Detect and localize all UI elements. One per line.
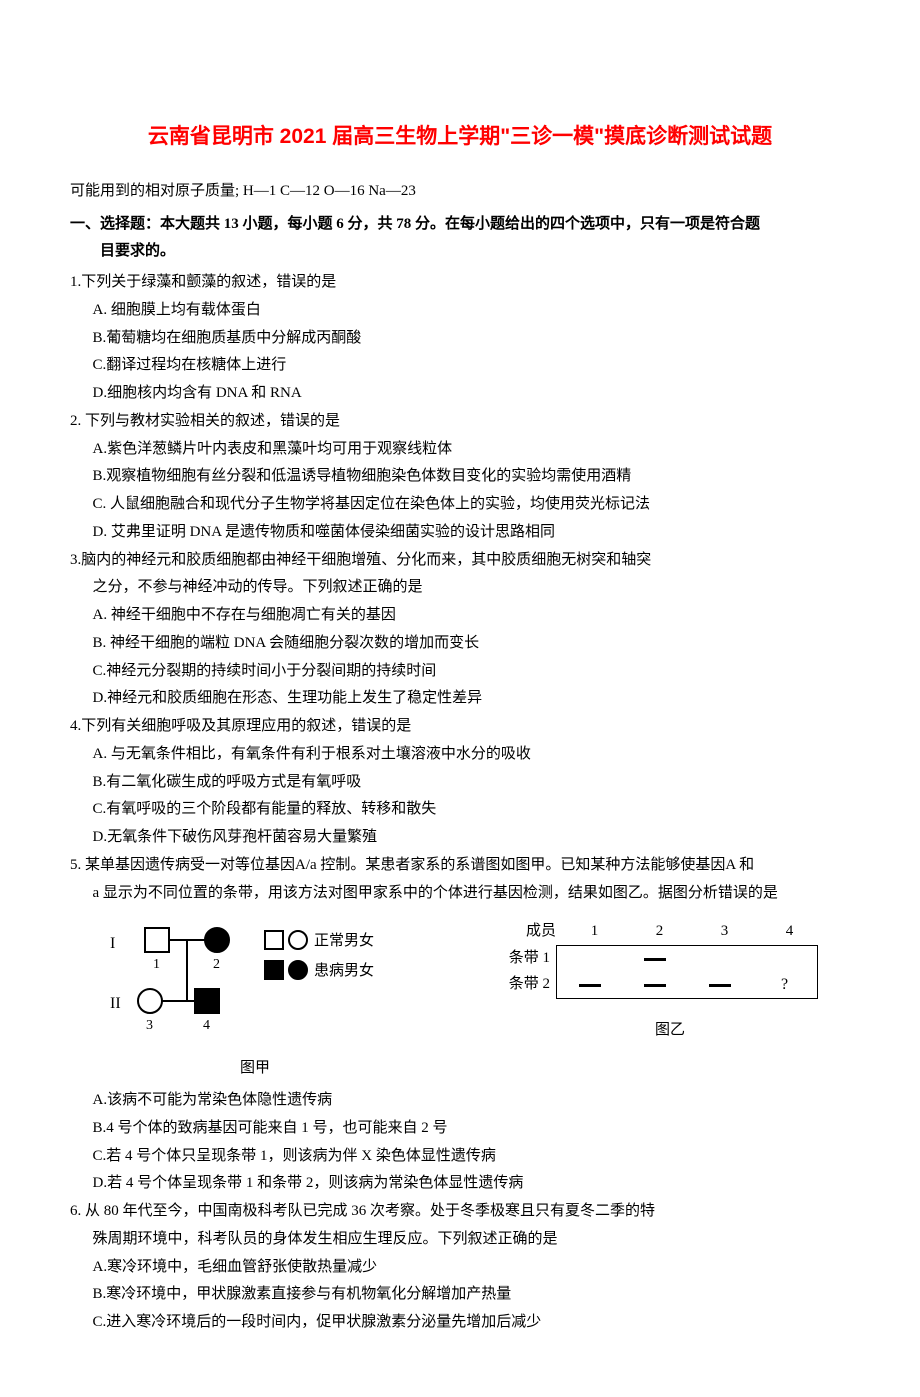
q1-stem: 1.下列关于绿藻和颤藻的叙述，错误的是 [70,269,850,297]
q3-stem1: 3.脑内的神经元和胶质细胞都由神经干细胞增殖、分化而来，其中胶质细胞无树突和轴突 [70,547,850,575]
q3-opt-c: C.神经元分裂期的持续时间小于分裂间期的持续时间 [70,658,850,686]
q6-stem2: 殊周期环境中，科考队员的身体发生相应生理反应。下列叙述正确的是 [70,1226,850,1254]
q5-opt-a: A.该病不可能为常染色体隐性遗传病 [70,1087,850,1115]
q5-opt-d: D.若 4 号个体呈现条带 1 和条带 2，则该病为常染色体显性遗传病 [70,1170,850,1198]
band-cell [557,946,622,972]
band-cell [752,946,817,972]
legend-circle-normal-icon [289,931,307,949]
exam-page: 云南省昆明市 2021 届高三生物上学期"三诊一模"摸底诊断测试试题 可能用到的… [0,0,920,1397]
section-1-heading: 一、选择题：本大题共 13 小题，每小题 6 分，共 78 分。在每小题给出的四… [70,211,850,265]
q5-opt-b: B.4 号个体的致病基因可能来自 1 号，也可能来自 2 号 [70,1115,850,1143]
band-cell: ? [752,972,817,998]
q2-opt-b: B.观察植物细胞有丝分裂和低温诱导植物细胞染色体数目变化的实验均需使用酒精 [70,463,850,491]
band-cell [557,972,622,998]
person-4-icon [195,989,219,1013]
band-col-1: 1 [562,918,627,946]
q4-stem: 4.下列有关细胞呼吸及其原理应用的叙述，错误的是 [70,713,850,741]
band-dash-icon [644,984,666,987]
person-2-label: 2 [213,957,220,972]
q3-opt-a: A. 神经干细胞中不存在与细胞凋亡有关的基因 [70,602,850,630]
legend-normal-label: 正常男女 [314,931,374,949]
q1-opt-b: B.葡萄糖均在细胞质基质中分解成丙酮酸 [70,325,850,353]
person-1-icon [145,928,169,952]
question-3: 3.脑内的神经元和胶质细胞都由神经干细胞增殖、分化而来，其中胶质细胞无树突和轴突… [70,547,850,714]
band-col-4: 4 [757,918,822,946]
band-row2-label: 条带 2 [500,971,556,997]
q2-opt-a: A.紫色洋葱鳞片叶内表皮和黑藻叶均可用于观察线粒体 [70,436,850,464]
legend-circle-affected-icon [289,961,307,979]
band-row-labels: 条带 1 条带 2 [500,945,556,999]
gen-label-1: I [110,935,115,952]
q5-stem2: a 显示为不同位置的条带，用该方法对图甲家系中的个体进行基因检测，结果如图乙。据… [70,880,850,908]
q6-stem1: 6. 从 80 年代至今，中国南极科考队已完成 36 次考察。处于冬季极寒且只有… [70,1198,850,1226]
pedigree-caption: 图甲 [100,1055,410,1083]
gen-label-2: II [110,995,121,1012]
band-row1-label: 条带 1 [500,945,556,971]
question-4: 4.下列有关细胞呼吸及其原理应用的叙述，错误的是 A. 与无氧条件相比，有氧条件… [70,713,850,852]
q6-opt-a: A.寒冷环境中，毛细血管舒张使散热量减少 [70,1254,850,1282]
page-title: 云南省昆明市 2021 届高三生物上学期"三诊一模"摸底诊断测试试题 [70,120,850,150]
person-2-icon [205,928,229,952]
band-col-2: 2 [627,918,692,946]
q1-opt-d: D.细胞核内均含有 DNA 和 RNA [70,380,850,408]
band-col-3: 3 [692,918,757,946]
band-header-label: 成员 [500,918,562,946]
band-header-row: 成员 1 2 3 4 [500,919,840,945]
legend-square-affected-icon [265,961,283,979]
question-1: 1.下列关于绿藻和颤藻的叙述，错误的是 A. 细胞膜上均有载体蛋白 B.葡萄糖均… [70,269,850,408]
band-caption: 图乙 [500,1017,840,1045]
q4-opt-d: D.无氧条件下破伤风芽孢杆菌容易大量繁殖 [70,824,850,852]
q2-opt-d: D. 艾弗里证明 DNA 是遗传物质和噬菌体侵染细菌实验的设计思路相同 [70,519,850,547]
q4-opt-b: B.有二氧化碳生成的呼吸方式是有氧呼吸 [70,769,850,797]
band-body: 条带 1 条带 2 ? [500,945,840,999]
section-1-line2: 目要求的。 [70,238,850,265]
atomic-mass-note: 可能用到的相对原子质量; H—1 C—12 O—16 Na—23 [70,178,850,205]
person-3-label: 3 [146,1018,153,1033]
q5-figures: I 1 2 II 3 [70,907,850,1087]
question-2: 2. 下列与教材实验相关的叙述，错误的是 A.紫色洋葱鳞片叶内表皮和黑藻叶均可用… [70,408,850,547]
q2-opt-c: C. 人鼠细胞融合和现代分子生物学将基因定位在染色体上的实验，均使用荧光标记法 [70,491,850,519]
legend-square-normal-icon [265,931,283,949]
q4-opt-c: C.有氧呼吸的三个阶段都有能量的释放、转移和散失 [70,796,850,824]
pedigree-svg: I 1 2 II 3 [100,913,410,1053]
band-cell [622,972,687,998]
q5-opt-c: C.若 4 号个体只呈现条带 1，则该病为伴 X 染色体显性遗传病 [70,1143,850,1171]
q6-opt-c: C.进入寒冷环境后的一段时间内，促甲状腺激素分泌量先增加后减少 [70,1309,850,1337]
q1-opt-c: C.翻译过程均在核糖体上进行 [70,352,850,380]
band-dash-icon [644,958,666,961]
legend-affected-label: 患病男女 [314,961,374,979]
band-cell [622,946,687,972]
q3-opt-b: B. 神经干细胞的端粒 DNA 会随细胞分裂次数的增加而变长 [70,630,850,658]
q5-stem1: 5. 某单基因遗传病受一对等位基因A/a 控制。某患者家系的系谱图如图甲。已知某… [70,852,850,880]
q3-stem2: 之分，不参与神经冲动的传导。下列叙述正确的是 [70,574,850,602]
q6-opt-b: B.寒冷环境中，甲状腺激素直接参与有机物氧化分解增加产热量 [70,1281,850,1309]
question-5: 5. 某单基因遗传病受一对等位基因A/a 控制。某患者家系的系谱图如图甲。已知某… [70,852,850,1198]
band-cell [687,972,752,998]
band-figure: 成员 1 2 3 4 条带 1 条带 2 ? 图乙 [500,913,840,1045]
section-1-line1: 一、选择题：本大题共 13 小题，每小题 6 分，共 78 分。在每小题给出的四… [70,216,760,232]
band-columns: 1 2 3 4 [562,918,822,946]
band-question-mark: ? [781,970,788,1000]
person-1-label: 1 [153,957,160,972]
question-6: 6. 从 80 年代至今，中国南极科考队已完成 36 次考察。处于冬季极寒且只有… [70,1198,850,1337]
q4-opt-a: A. 与无氧条件相比，有氧条件有利于根系对土壤溶液中水分的吸收 [70,741,850,769]
person-4-label: 4 [203,1018,210,1033]
person-3-icon [138,989,162,1013]
band-cell [687,946,752,972]
q3-opt-d: D.神经元和胶质细胞在形态、生理功能上发生了稳定性差异 [70,685,850,713]
band-dash-icon [579,984,601,987]
q2-stem: 2. 下列与教材实验相关的叙述，错误的是 [70,408,850,436]
q1-opt-a: A. 细胞膜上均有载体蛋白 [70,297,850,325]
band-box: ? [556,945,818,999]
band-dash-icon [709,984,731,987]
pedigree-figure: I 1 2 II 3 [100,913,410,1083]
